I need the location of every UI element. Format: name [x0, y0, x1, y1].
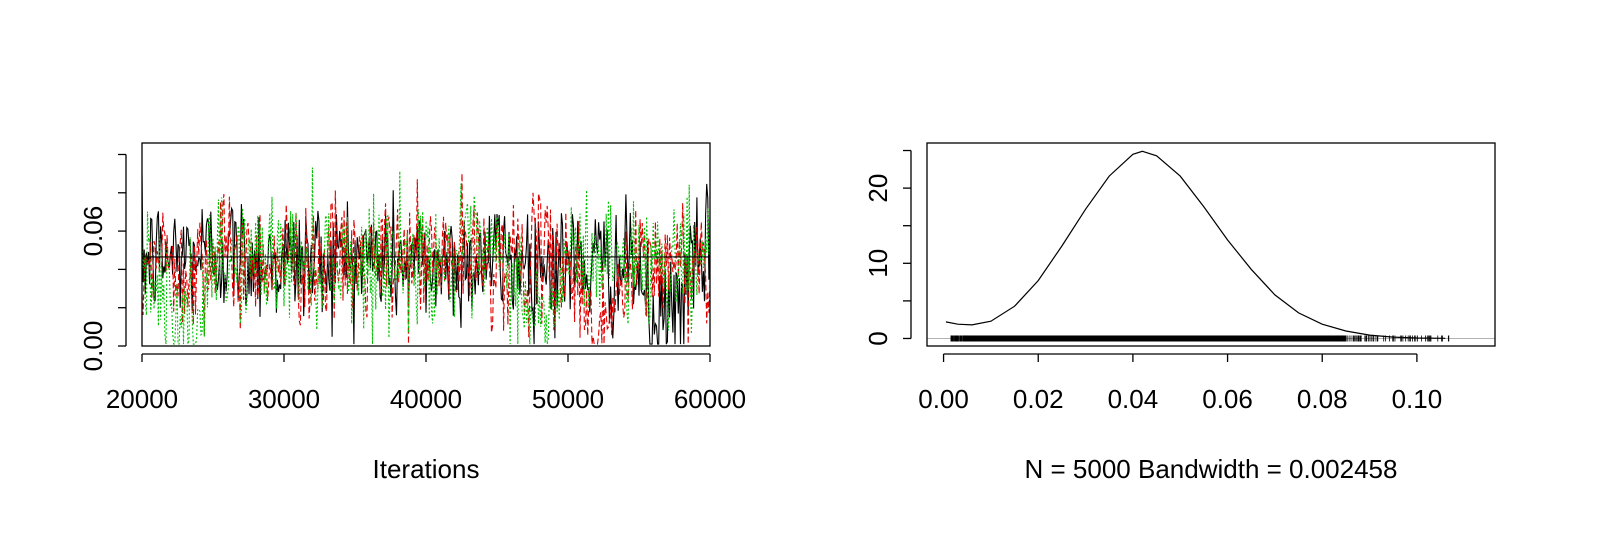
density-rug [950, 335, 1450, 342]
trace-y-axis: 0.00 0.06 [78, 153, 127, 372]
density-series-group [927, 150, 1495, 342]
y-tick-label: 0 [863, 331, 893, 345]
x-tick-label: 0.04 [1108, 384, 1159, 414]
density-curve [945, 150, 1446, 339]
trace-series-line [142, 167, 710, 345]
x-tick-label: 50000 [532, 384, 604, 414]
y-tick-label: 10 [863, 249, 893, 278]
y-tick-label: 0.06 [78, 206, 108, 257]
trace-series-group [142, 167, 710, 345]
trace-x-axis: 20000 30000 40000 50000 60000 [106, 353, 746, 414]
y-tick-label: 20 [863, 174, 893, 203]
density-plot-panel: 0.00 0.02 0.04 0.06 0.08 0.10 0 10 20 N = 5000 … [863, 142, 1496, 484]
trace-x-axis-title: Iterations [373, 454, 480, 484]
x-tick-label: 0.08 [1297, 384, 1348, 414]
x-tick-label: 0.00 [918, 384, 969, 414]
trace-series-line [142, 173, 710, 345]
density-y-axis: 0 10 20 [863, 149, 912, 346]
trace-plot-panel: 20000 30000 40000 50000 60000 0.00 0.06 Itera… [78, 142, 746, 484]
x-tick-label: 30000 [248, 384, 320, 414]
x-tick-label: 40000 [390, 384, 462, 414]
x-tick-label: 0.06 [1202, 384, 1253, 414]
x-tick-label: 0.02 [1013, 384, 1064, 414]
density-plot-box [926, 142, 1496, 347]
x-tick-label: 60000 [674, 384, 746, 414]
trace-plot-box [141, 142, 711, 347]
density-x-axis: 0.00 0.02 0.04 0.06 0.08 0.10 [918, 353, 1443, 414]
x-tick-label: 20000 [106, 384, 178, 414]
density-x-axis-title: N = 5000 Bandwidth = 0.002458 [1025, 454, 1398, 484]
y-tick-label: 0.00 [78, 321, 108, 372]
rug-dense-band [964, 335, 1346, 342]
x-tick-label: 0.10 [1392, 384, 1443, 414]
